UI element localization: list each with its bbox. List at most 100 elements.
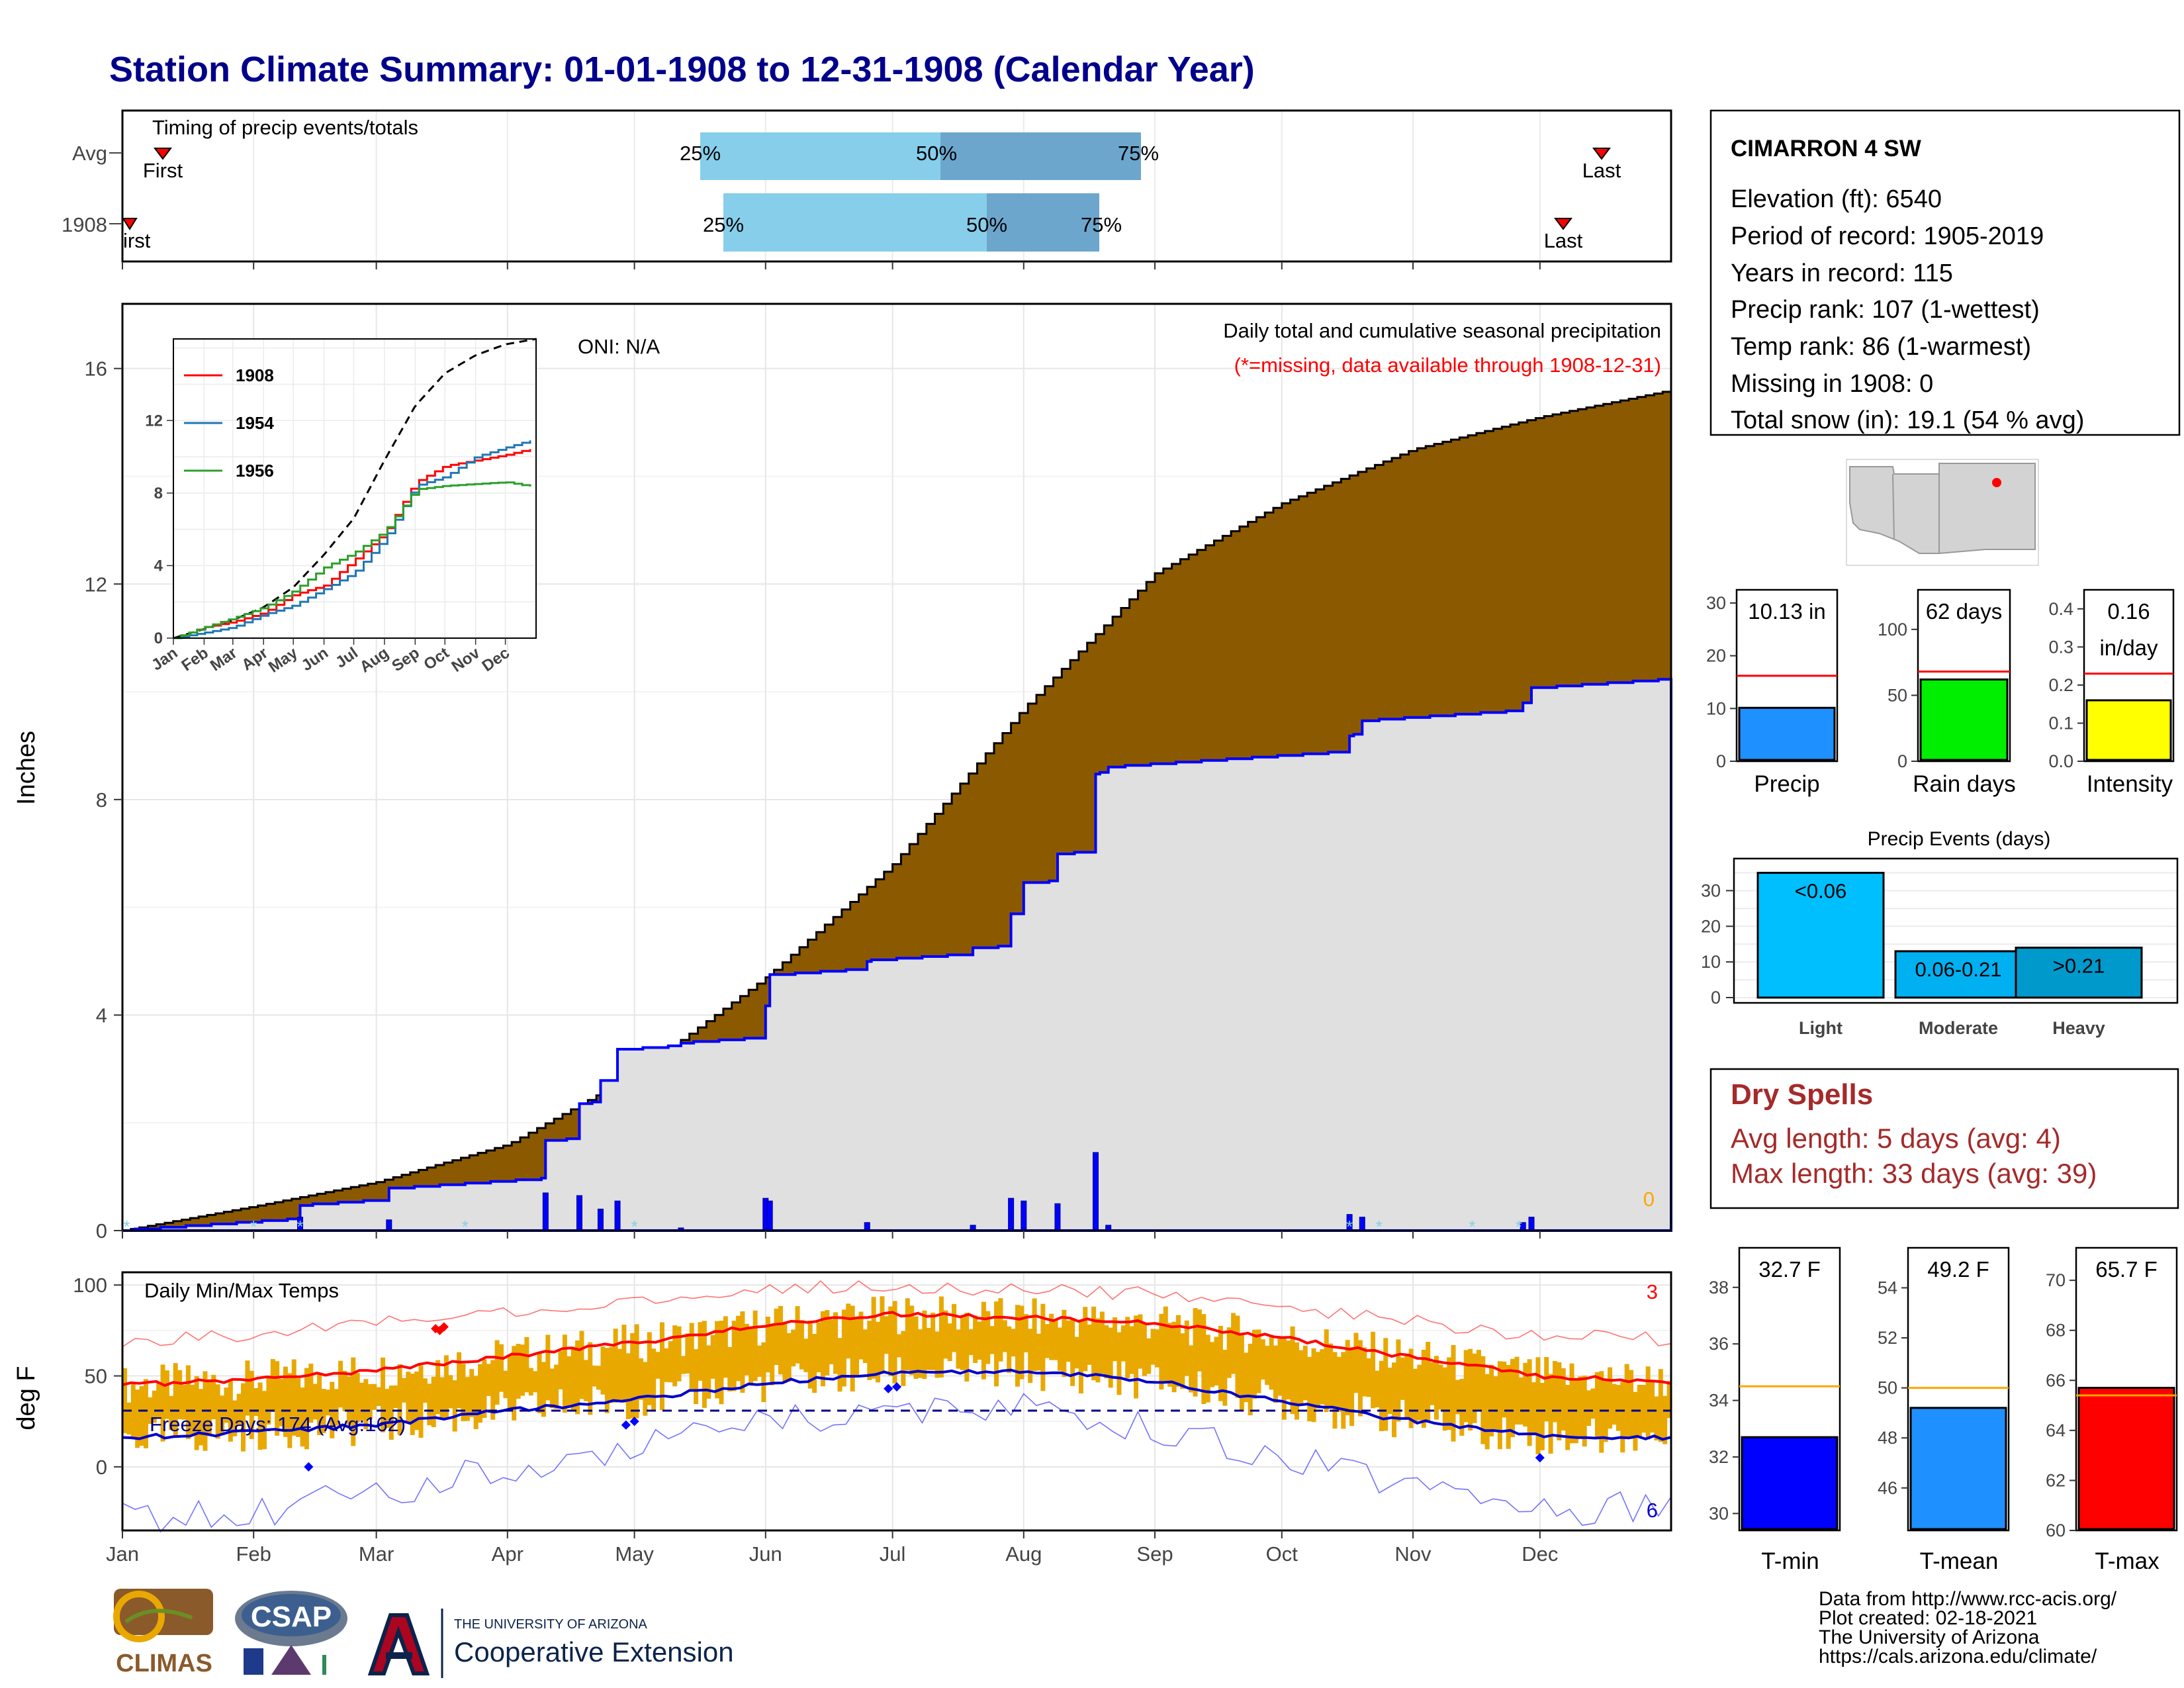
daily-temp-bar [1433, 1356, 1439, 1420]
daily-temp-bar [270, 1359, 275, 1412]
daily-temp-bar [588, 1342, 593, 1415]
daily-temp-bar [812, 1334, 817, 1393]
precip-summary-ytick-label: 10 [1706, 698, 1726, 718]
daily-temp-bar [752, 1310, 758, 1382]
daily-temp-bar [152, 1390, 157, 1423]
month-label-jan: Jan [106, 1542, 139, 1566]
daily-temp-bar [300, 1387, 305, 1447]
daily-temp-bar [1371, 1331, 1376, 1409]
daily-temp-bar [499, 1344, 504, 1392]
station-elevation: Elevation (ft): 6540 [1731, 185, 1942, 213]
daily-temp-bar [1620, 1382, 1625, 1453]
credit-plot-created: Plot created: 02-18-2021 [1819, 1607, 2037, 1629]
daily-temp-bar [1615, 1385, 1621, 1431]
daily-temp-bar [1654, 1396, 1659, 1441]
daily-temp-bar [1011, 1329, 1016, 1357]
timing-row-avg: Avg [72, 142, 107, 165]
daily-temp-bar [1468, 1348, 1473, 1431]
daily-temp-bar [1476, 1350, 1481, 1411]
locator-map [1846, 459, 2039, 566]
daily-temp-bar [1125, 1317, 1130, 1379]
footer-logos: CLIMAS CSAP THE UNIVERSITY OF ARIZONA Co… [113, 1589, 734, 1678]
month-label-may: May [615, 1542, 654, 1566]
station-location-dot [1992, 478, 2001, 487]
record-high-marker [435, 1325, 445, 1335]
daily-temp-bar [177, 1370, 183, 1419]
daily-temp-bar [1171, 1321, 1177, 1393]
daily-temp-bar [1028, 1329, 1033, 1383]
daily-temp-bar [634, 1324, 639, 1419]
daily-temp-bar [947, 1323, 952, 1362]
daily-temp-bar [431, 1376, 436, 1427]
daily-temp-bar [702, 1321, 707, 1408]
daily-temp-bar [917, 1329, 923, 1378]
snow-marker: * [1346, 1217, 1353, 1237]
daily-temp-bar [122, 1368, 127, 1433]
rain-days-summary-bar [1919, 678, 2009, 761]
daily-temp-bar [241, 1383, 246, 1452]
daily-temp-bar [1561, 1368, 1566, 1431]
daily-temp-bar [1328, 1343, 1334, 1409]
daily-temp-bar [173, 1363, 178, 1436]
daily-temp-bar [1201, 1314, 1206, 1405]
precip-ytick-label: 0 [96, 1219, 107, 1243]
daily-temp-bar [1273, 1345, 1279, 1403]
credit-data-source: Data from http://www.rcc-acis.org/ [1819, 1588, 2117, 1610]
daily-temp-bar [1129, 1326, 1134, 1374]
daily-temp-bar [135, 1389, 140, 1448]
precip-summary: 0 10 20 30 10.13 in Precip [1706, 588, 1839, 797]
daily-temp-bar [850, 1305, 855, 1392]
missing-note: (*=missing, data available through 1908-… [1234, 353, 1661, 377]
daily-temp-bar [206, 1379, 212, 1436]
events-category-label: Heavy [2052, 1018, 2105, 1038]
snow-marker: * [462, 1217, 469, 1237]
daily-temp-bar [1557, 1362, 1562, 1440]
daily-temp-bar [706, 1345, 711, 1399]
daily-temp-bar [279, 1378, 284, 1427]
events-ytick-label: 20 [1701, 916, 1721, 936]
daily-temp-bar [604, 1348, 610, 1413]
daily-temp-bar [723, 1316, 728, 1378]
daily-temp-bar [846, 1303, 851, 1359]
daily-temp-bar [931, 1312, 936, 1370]
daily-temp-bar [1108, 1327, 1113, 1388]
daily-temp-bar [418, 1365, 424, 1438]
precip-ytick-label: 8 [96, 788, 107, 812]
daily-temp-bar [1167, 1323, 1173, 1387]
daily-temp-bar [1184, 1320, 1189, 1376]
timing-1908-p75: 75% [1081, 213, 1122, 236]
daily-temp-bar [1138, 1314, 1143, 1369]
daily-temp-bar [1480, 1356, 1486, 1444]
daily-temp-bar [1362, 1347, 1367, 1397]
daily-temp-bar [1120, 1325, 1126, 1362]
daily-temp-bar [169, 1395, 174, 1430]
daily-temp-bar [372, 1383, 377, 1410]
tmin-summary-value-label: 32.7 F [1758, 1257, 1821, 1282]
daily-temp-bar [1484, 1374, 1490, 1450]
inset-legend-1954: 1954 [236, 413, 274, 433]
daily-temp-bar [778, 1305, 783, 1375]
daily-temp-bar [841, 1309, 846, 1387]
record-low-line [122, 1393, 1672, 1533]
daily-temp-bar [740, 1311, 745, 1393]
daily-temp-bar [346, 1376, 351, 1425]
daily-temp-bar [973, 1315, 978, 1364]
daily-temp-bar [943, 1310, 948, 1359]
daily-temp-bar [1155, 1329, 1160, 1368]
month-label-mar: Mar [359, 1542, 394, 1566]
daily-temp-bar [913, 1316, 919, 1379]
dry-spells-max: Max length: 33 days (avg: 39) [1731, 1158, 2097, 1189]
temp-panel: Freeze Days: 174 (Avg:162) Daily Min/Max… [13, 1271, 1672, 1566]
daily-temp-bar [1396, 1339, 1401, 1422]
daily-temp-bar [892, 1301, 897, 1383]
daily-temp-bar [625, 1353, 631, 1419]
timing-bar-1908-high [987, 193, 1099, 252]
daily-temp-bar [414, 1371, 420, 1430]
tmax-summary-ytick-label: 66 [2046, 1370, 2066, 1390]
precip-summary-label: Precip [1754, 771, 1819, 797]
timing-avg-p25: 25% [680, 142, 721, 165]
daily-temp-bar [1379, 1360, 1384, 1431]
daily-temp-bar [359, 1382, 365, 1421]
ua-small-text: THE UNIVERSITY OF ARIZONA [454, 1617, 648, 1632]
timing-panel: Timing of precip events/totals 25% 50% 7… [62, 109, 1672, 269]
